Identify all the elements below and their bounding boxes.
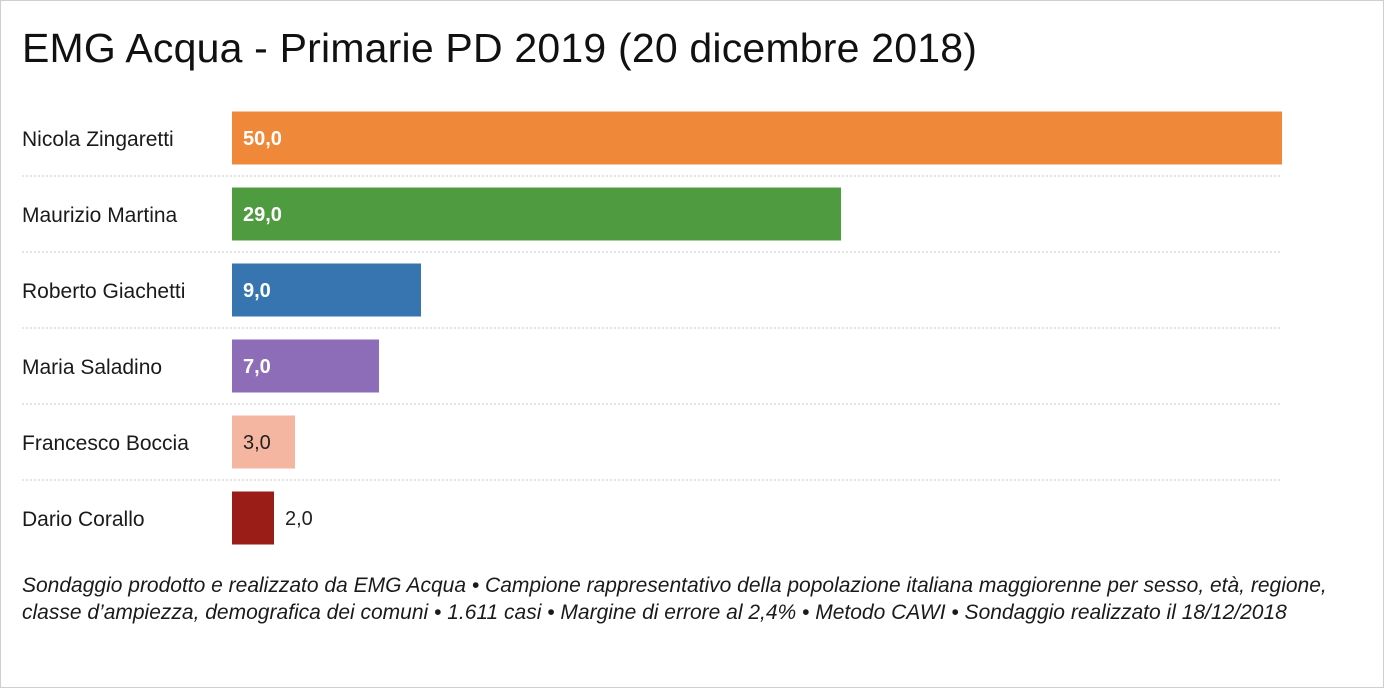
category-label: Maria Saladino xyxy=(22,356,162,379)
data-label: 50,0 xyxy=(243,128,282,150)
category-label: Roberto Giachetti xyxy=(22,280,185,303)
category-label: Nicola Zingaretti xyxy=(22,128,174,151)
data-label: 3,0 xyxy=(243,432,271,454)
bar xyxy=(232,111,1282,165)
category-label: Francesco Boccia xyxy=(22,432,189,455)
chart-title: EMG Acqua - Primarie PD 2019 (20 dicembr… xyxy=(22,25,978,71)
data-label: 29,0 xyxy=(243,204,282,226)
data-label: 7,0 xyxy=(243,356,271,378)
bar xyxy=(232,187,841,241)
bar xyxy=(232,263,421,317)
category-label: Maurizio Martina xyxy=(22,204,178,227)
bar xyxy=(232,415,295,469)
bar-rows: Nicola Zingaretti 50,0 Maurizio Martina 29,… xyxy=(22,111,1282,545)
bar xyxy=(232,491,274,545)
category-label: Dario Corallo xyxy=(22,508,145,531)
data-label: 9,0 xyxy=(243,280,271,302)
bar xyxy=(232,339,379,393)
methodology-note: Sondaggio prodotto e realizzato da EMG A… xyxy=(22,574,1327,624)
data-label: 2,0 xyxy=(285,508,313,530)
